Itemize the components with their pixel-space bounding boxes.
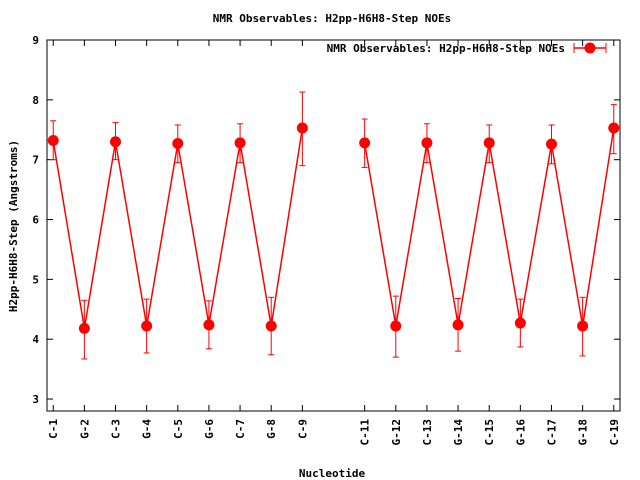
data-point [421,137,433,149]
data-point [483,137,495,149]
x-tick-label: C-15 [483,419,496,446]
x-tick-label: G-16 [514,419,527,446]
x-tick-label: G-6 [203,419,216,439]
data-point [172,138,184,150]
x-tick-label: G-2 [78,419,91,439]
x-tick-label: C-11 [359,419,372,446]
y-tick-label: 4 [32,333,39,346]
data-point [390,320,402,332]
x-tick-label: C-9 [296,419,309,439]
x-tick-label: C-3 [110,419,123,439]
x-tick-label: C-1 [47,419,60,439]
data-series [47,91,620,360]
legend: NMR Observables: H2pp-H6H8-Step NOEs [327,42,607,55]
y-tick-label: 6 [32,214,39,227]
data-point [545,138,557,150]
data-point [514,317,526,329]
x-tick-label: C-7 [234,419,247,439]
x-tick-label: C-19 [608,419,621,446]
data-point [452,319,464,331]
legend-marker [584,42,596,54]
data-point [110,136,122,148]
data-point [203,319,215,331]
chart-title: NMR Observables: H2pp-H6H8-Step NOEs [213,12,451,25]
y-tick-label: 5 [32,273,39,286]
x-tick-label: C-13 [421,419,434,446]
data-point [78,322,90,334]
data-point [265,320,277,332]
x-tick-label: C-17 [545,419,558,446]
x-tick-label: G-18 [577,419,590,446]
plot-frame [46,39,621,412]
data-point [296,122,308,134]
y-tick-label: 7 [32,154,39,167]
x-tick-label: G-4 [141,419,154,439]
x-axis: C-1 G-2 C-3 G-4 C-5 G-6 C-7 G-8 C-9 C-11 G-12 C-13 G… [47,40,621,446]
data-point [608,122,620,134]
data-point [359,137,371,149]
y-axis-label: H2pp-H6H8-Step (Angstroms) [7,140,20,312]
y-tick-label: 3 [32,393,39,406]
x-axis-label: Nucleotide [299,467,366,480]
y-tick-label: 8 [32,94,39,107]
x-tick-label: G-14 [452,419,465,446]
x-tick-label: C-5 [172,419,185,439]
x-tick-label: G-12 [390,419,403,446]
data-point [47,135,59,147]
data-point [577,320,589,332]
y-axis: 3 4 5 6 7 8 9 [32,34,620,406]
x-tick-label: G-8 [265,419,278,439]
legend-label: NMR Observables: H2pp-H6H8-Step NOEs [327,42,565,55]
data-point [234,137,246,149]
data-point [141,320,153,332]
y-tick-label: 9 [32,34,39,47]
